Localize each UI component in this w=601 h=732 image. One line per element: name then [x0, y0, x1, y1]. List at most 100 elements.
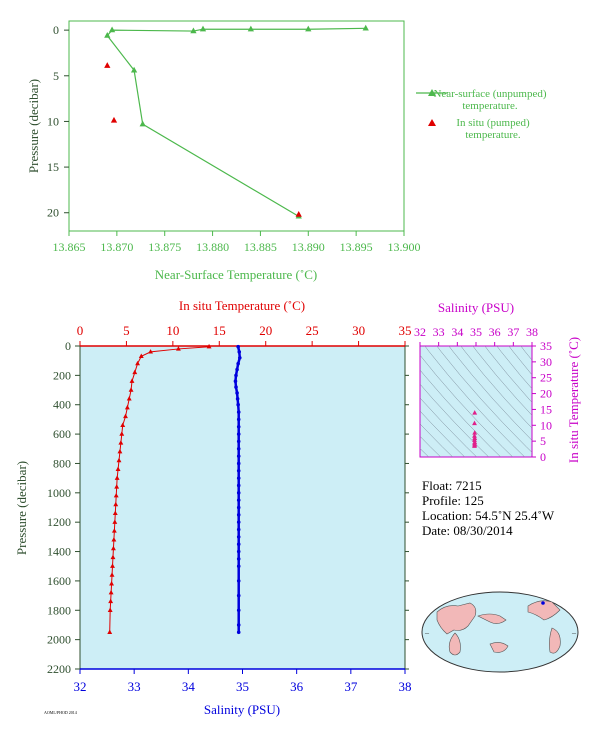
map-landmass-south-america: [549, 627, 561, 654]
main-y-axis-label: Pressure (decibar): [14, 461, 29, 555]
ts-salinity-tick-label: 37: [507, 325, 519, 339]
pressure-tick-label: 0: [65, 339, 71, 353]
near-surface-point: [108, 26, 116, 33]
ts-point: [472, 437, 477, 442]
near-surface-point: [199, 25, 207, 32]
map-left-tick: –: [424, 628, 430, 637]
temperature-profile-point: [206, 343, 212, 349]
temperature-profile-point: [124, 404, 130, 410]
ts-salinity-tick-label: 32: [414, 325, 426, 339]
top-x-tick-label: 13.890: [292, 240, 325, 254]
temperature-profile-point: [128, 387, 134, 392]
ts-temperature-tick-label: 10: [540, 418, 552, 432]
ts-point: [472, 433, 477, 438]
main-marks: [107, 343, 242, 635]
salinity-tick-label: 32: [74, 679, 87, 694]
map-landmass-australia: [489, 642, 509, 653]
ts-temperature-tick-label: 15: [540, 402, 552, 416]
legend-marker-near-surface: [428, 89, 436, 96]
salinity-profile-point: [236, 461, 241, 466]
near-surface-point: [104, 32, 111, 38]
salinity-profile-point: [233, 379, 238, 384]
pressure-tick-label: 800: [53, 456, 71, 470]
temperature-tick-label: 25: [306, 323, 319, 338]
salinity-profile-point: [235, 397, 240, 401]
ts-point: [472, 443, 477, 448]
pressure-tick-label: 1000: [47, 486, 71, 500]
temperature-profile-point: [113, 501, 119, 507]
ts-temperature-tick-label: 25: [540, 371, 552, 385]
salinity-profile-point: [236, 454, 241, 458]
temperature-profile-point: [138, 353, 144, 358]
top-y-axis-label: Pressure (decibar): [26, 79, 41, 173]
salinity-tick-label: 33: [128, 679, 141, 694]
temperature-profile-point: [120, 422, 126, 427]
salinity-profile-point: [237, 350, 242, 354]
salinity-profile-point: [236, 623, 241, 627]
salinity-profile-point: [234, 373, 238, 378]
salinity-profile-point: [236, 630, 241, 635]
temperature-profile-point: [109, 581, 115, 586]
salinity-profile-point: [236, 446, 241, 451]
salinity-tick-label: 38: [399, 679, 412, 694]
temperature-profile-point: [107, 629, 113, 634]
salinity-profile-point: [236, 361, 240, 366]
salinity-profile-point: [236, 527, 241, 532]
salinity-profile-point: [236, 491, 241, 495]
salinity-tick-label: 37: [344, 679, 358, 694]
salinity-profile-point: [236, 410, 241, 414]
map-landmass-asia: [477, 613, 507, 624]
ts-point: [472, 435, 478, 440]
salinity-profile-point: [236, 344, 240, 349]
temperature-tick-label: 35: [399, 323, 412, 338]
top-y-tick-label: 10: [47, 114, 59, 128]
pressure-tick-label: 600: [53, 427, 71, 441]
top-y-tick-label: 15: [47, 160, 59, 174]
float-id: Float: 7215: [422, 478, 482, 493]
density-contour: [420, 397, 478, 457]
in-situ-point: [104, 62, 111, 68]
temperature-profile-point: [148, 349, 154, 354]
temperature-profile-point: [113, 492, 119, 498]
temperature-profile-point: [107, 607, 113, 612]
top-y-tick-label: 5: [53, 69, 59, 83]
top-x-tick-label: 13.880: [196, 240, 229, 254]
density-contour: [472, 346, 532, 416]
salinity-tick-label: 36: [290, 679, 304, 694]
density-contour: [448, 346, 532, 441]
near-surface-point: [362, 24, 369, 31]
ts-salinity-tick-label: 35: [470, 325, 482, 339]
main-pressure-ticks: 0 200 400 600 800 1000 1200 1400 1600 1800 2000 220…: [47, 339, 409, 676]
ts-temperature-tick-label: 35: [540, 339, 552, 353]
top-x-tick-label: 13.865: [53, 240, 86, 254]
salinity-profile-point: [236, 513, 241, 517]
top-x-tick-label: 13.900: [388, 240, 421, 254]
ts-temperature-tick-label: 30: [540, 355, 552, 369]
salinity-profile-point: [235, 367, 239, 372]
temperature-tick-label: 5: [123, 323, 130, 338]
main-temperature-ticks: 0 5 10 15 20 25 30 35: [77, 323, 412, 346]
temperature-profile-point: [132, 369, 138, 375]
salinity-profile-point: [236, 402, 240, 407]
salinity-tick-label: 34: [182, 679, 196, 694]
salinity-profile-point: [234, 385, 238, 389]
top-x-axis-label: Near-Surface Temperature (˚C): [155, 267, 317, 282]
ts-top-axis-label: Salinity (PSU): [438, 300, 514, 315]
pressure-tick-label: 1600: [47, 574, 71, 588]
ts-salinity-tick-label: 34: [451, 325, 463, 339]
temperature-profile-point: [108, 598, 114, 604]
salinity-profile-point: [236, 557, 241, 561]
ts-marks: [472, 410, 478, 448]
top-y-ticks: 0 5 10 15 20: [47, 23, 69, 220]
location: Location: 54.5˚N 25.4˚W: [422, 508, 555, 523]
float-info: Float: 7215 Profile: 125 Location: 54.5˚…: [422, 478, 554, 538]
temperature-profile-point: [108, 589, 114, 595]
temperature-profile-point: [112, 519, 118, 524]
salinity-profile-point: [236, 564, 241, 569]
legend-in-situ-label-1: In situ (pumped): [456, 117, 530, 129]
salinity-profile-point: [235, 391, 239, 395]
legend-in-situ-label-2: temperature.: [465, 129, 521, 141]
density-contour: [420, 369, 502, 457]
